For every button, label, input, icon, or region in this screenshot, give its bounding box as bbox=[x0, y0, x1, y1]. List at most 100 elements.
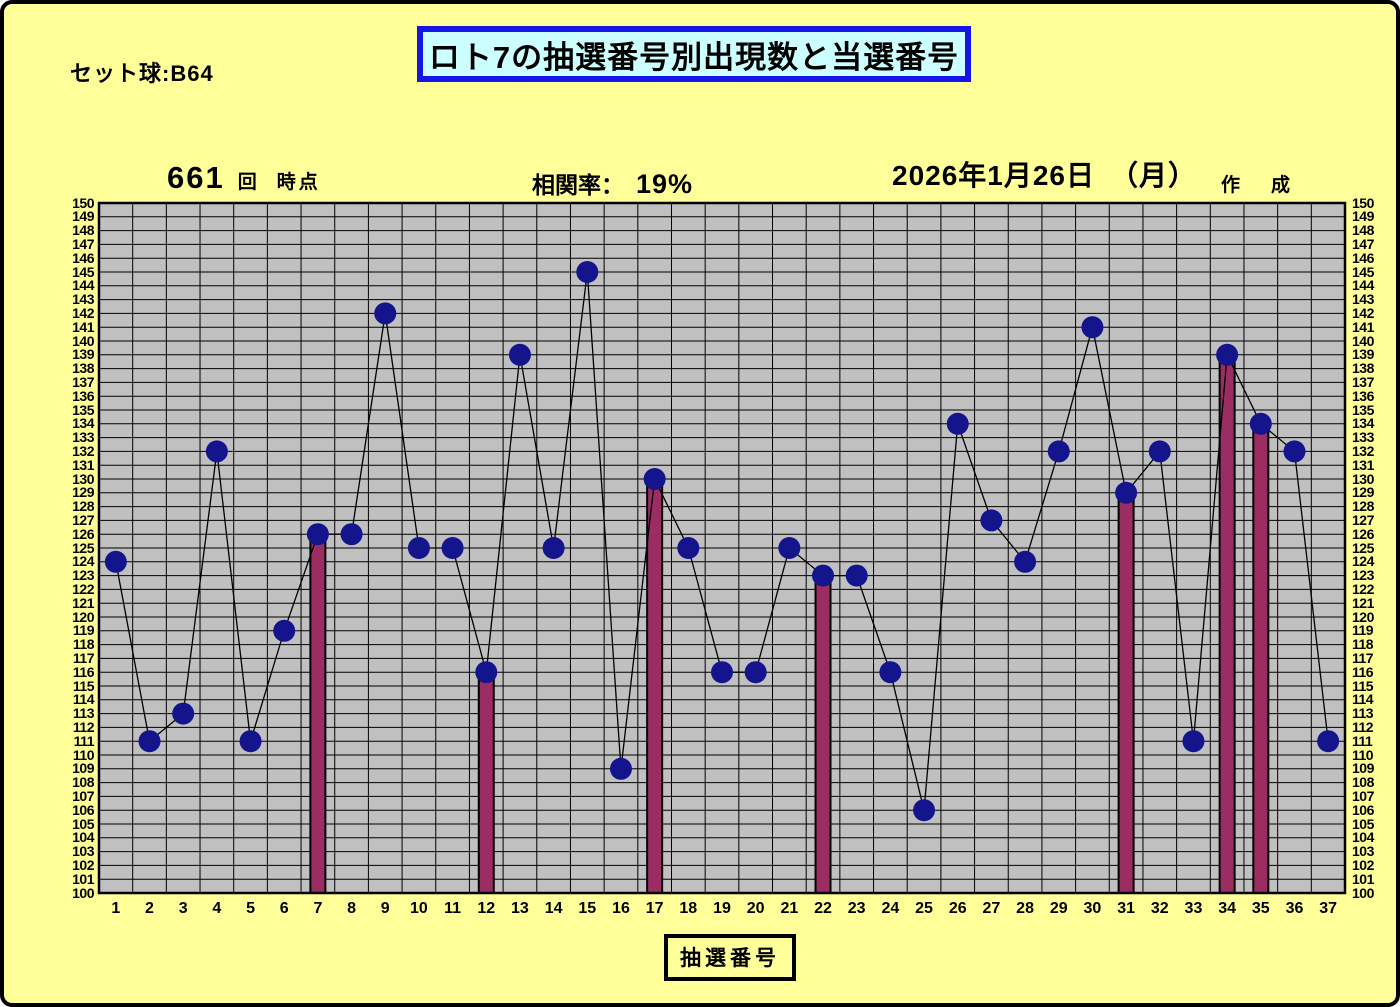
y-tick-label-left: 121 bbox=[72, 594, 94, 611]
y-tick-label-right: 135 bbox=[1352, 401, 1374, 418]
data-point-marker bbox=[407, 537, 430, 559]
y-tick-label-left: 100 bbox=[72, 884, 94, 901]
y-tick-label-right: 146 bbox=[1352, 249, 1374, 266]
data-point-marker bbox=[778, 537, 801, 559]
data-point-marker bbox=[711, 661, 733, 684]
round-unit: 回 bbox=[237, 172, 257, 193]
x-tick-label: 12 bbox=[477, 900, 496, 917]
y-tick-label-left: 132 bbox=[72, 442, 94, 459]
y-tick-label-right: 134 bbox=[1352, 415, 1374, 432]
x-tick-label: 7 bbox=[313, 900, 323, 917]
y-tick-label-right: 122 bbox=[1352, 580, 1374, 597]
y-tick-label-left: 148 bbox=[72, 222, 94, 239]
y-tick-label-right: 148 bbox=[1352, 222, 1374, 239]
x-tick-label: 24 bbox=[881, 900, 900, 917]
y-tick-label-left: 133 bbox=[72, 429, 94, 446]
x-tick-label: 13 bbox=[511, 900, 529, 917]
creation-date-line: 2026年1月26日 （月） 作 成 bbox=[892, 154, 1296, 196]
y-tick-label-right: 139 bbox=[1352, 346, 1374, 363]
data-point-marker bbox=[542, 537, 565, 559]
y-tick-label-right: 116 bbox=[1352, 663, 1374, 680]
x-tick-label: 32 bbox=[1150, 900, 1169, 917]
x-axis-title-box: 抽選番号 bbox=[664, 934, 796, 981]
data-point-marker bbox=[1014, 550, 1037, 573]
winning-number-bar bbox=[1218, 353, 1236, 895]
chart-title: ロト7の抽選番号別出現数と当選番号 bbox=[428, 39, 960, 75]
y-tick-label-right: 147 bbox=[1352, 235, 1374, 252]
x-tick-label: 17 bbox=[645, 900, 664, 917]
y-tick-label-right: 133 bbox=[1352, 429, 1374, 446]
y-tick-label-left: 135 bbox=[72, 401, 94, 418]
round-number: 661 bbox=[167, 160, 225, 195]
x-tick-label: 18 bbox=[679, 900, 698, 917]
y-tick-label-right: 140 bbox=[1352, 332, 1374, 349]
y-tick-label-left: 143 bbox=[72, 291, 94, 308]
y-tick-label-right: 105 bbox=[1352, 815, 1374, 832]
chart-plot-area bbox=[97, 201, 1347, 895]
winning-number-bar bbox=[477, 671, 495, 895]
y-tick-label-right: 123 bbox=[1352, 567, 1374, 584]
x-tick-label: 31 bbox=[1117, 900, 1135, 917]
y-tick-label-right: 130 bbox=[1352, 470, 1374, 487]
y-tick-label-left: 150 bbox=[72, 194, 94, 211]
data-point-marker bbox=[306, 523, 329, 546]
data-point-marker bbox=[172, 702, 195, 725]
y-tick-label-left: 123 bbox=[72, 567, 94, 584]
round-suffix: 時点 bbox=[276, 172, 321, 193]
data-point-marker bbox=[1081, 316, 1104, 339]
creation-date: 2026年1月26日 （月） bbox=[892, 160, 1198, 191]
y-tick-label-right: 118 bbox=[1352, 636, 1374, 653]
data-point-marker bbox=[913, 799, 936, 822]
data-point-marker bbox=[845, 564, 868, 587]
y-tick-label-left: 108 bbox=[72, 774, 94, 791]
y-tick-label-left: 126 bbox=[72, 525, 94, 542]
y-tick-label-right: 132 bbox=[1352, 442, 1374, 459]
winning-number-bar bbox=[814, 574, 832, 894]
y-tick-label-left: 145 bbox=[72, 263, 94, 280]
data-point-marker bbox=[576, 261, 599, 283]
y-tick-label-left: 146 bbox=[72, 249, 94, 266]
y-tick-label-left: 120 bbox=[72, 608, 94, 625]
y-tick-label-left: 124 bbox=[72, 553, 94, 570]
x-tick-label: 1 bbox=[111, 900, 121, 917]
x-tick-label: 33 bbox=[1184, 900, 1203, 917]
y-tick-label-right: 109 bbox=[1352, 760, 1374, 777]
x-tick-label: 8 bbox=[347, 900, 357, 917]
data-point-marker bbox=[744, 661, 767, 684]
x-tick-label: 23 bbox=[847, 900, 866, 917]
plot-border bbox=[97, 201, 1347, 895]
x-tick-label: 11 bbox=[444, 900, 462, 917]
y-tick-label-left: 111 bbox=[73, 732, 95, 749]
y-tick-label-right: 142 bbox=[1352, 304, 1374, 321]
y-tick-label-right: 114 bbox=[1352, 691, 1374, 708]
data-point-marker bbox=[273, 619, 296, 642]
x-tick-label: 5 bbox=[246, 900, 255, 917]
y-tick-label-right: 115 bbox=[1352, 677, 1374, 694]
y-tick-label-left: 149 bbox=[72, 208, 94, 225]
y-tick-label-left: 125 bbox=[72, 539, 94, 556]
y-tick-label-right: 119 bbox=[1352, 622, 1374, 639]
data-point-marker bbox=[1115, 481, 1138, 504]
y-tick-label-left: 102 bbox=[72, 856, 94, 873]
data-point-marker bbox=[1317, 730, 1340, 753]
data-point-marker bbox=[104, 550, 127, 573]
y-tick-label-left: 106 bbox=[72, 801, 94, 818]
y-tick-label-right: 124 bbox=[1352, 553, 1374, 570]
y-tick-label-left: 104 bbox=[72, 829, 94, 846]
winning-number-bar bbox=[1252, 422, 1270, 895]
x-tick-label: 10 bbox=[410, 900, 428, 917]
y-tick-label-right: 120 bbox=[1352, 608, 1374, 625]
y-tick-label-right: 150 bbox=[1352, 194, 1374, 211]
correlation-label: 相関率： bbox=[532, 172, 624, 198]
y-tick-label-left: 109 bbox=[72, 760, 94, 777]
y-tick-label-left: 138 bbox=[72, 360, 94, 377]
y-tick-label-right: 127 bbox=[1352, 511, 1374, 528]
y-tick-label-right: 104 bbox=[1352, 829, 1374, 846]
y-tick-label-left: 115 bbox=[72, 677, 95, 694]
x-tick-label: 37 bbox=[1319, 900, 1338, 917]
data-point-marker bbox=[441, 537, 464, 559]
set-ball-label: セット球:B64 bbox=[70, 61, 214, 86]
winning-number-bar bbox=[309, 533, 327, 894]
y-tick-label-right: 137 bbox=[1352, 373, 1374, 390]
x-tick-label: 21 bbox=[780, 900, 799, 917]
